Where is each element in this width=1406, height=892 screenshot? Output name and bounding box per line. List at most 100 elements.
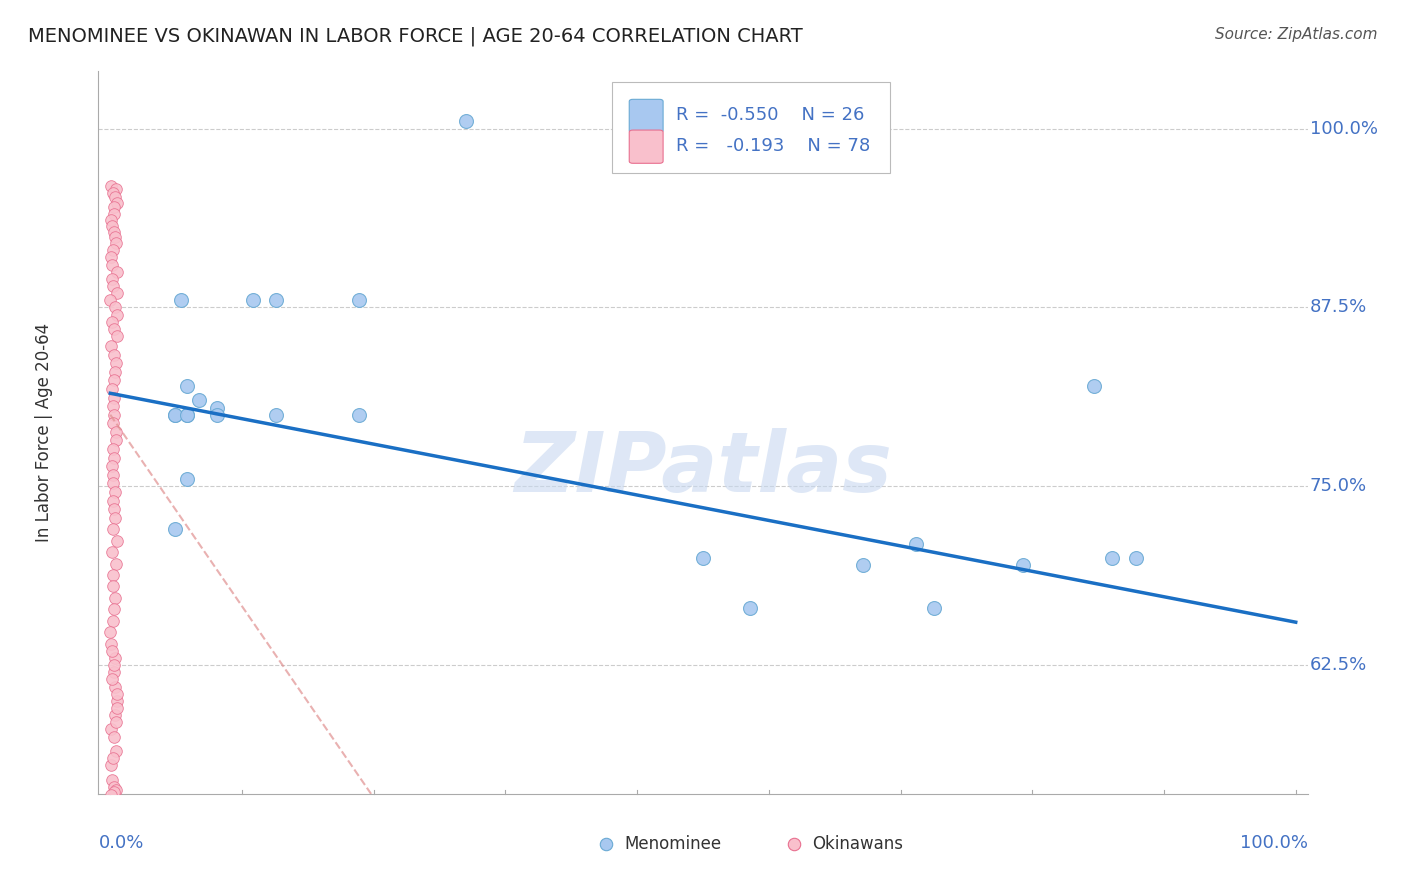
Point	[103, 730, 125, 744]
Point	[105, 744, 128, 758]
FancyBboxPatch shape	[630, 130, 664, 163]
Point	[104, 782, 127, 797]
Point	[103, 568, 125, 582]
Point	[176, 472, 198, 486]
Point	[103, 522, 125, 536]
Point	[100, 178, 122, 193]
Point	[103, 658, 125, 673]
Point	[176, 408, 198, 422]
Point	[100, 382, 122, 396]
Point	[104, 356, 127, 370]
Point	[103, 348, 125, 362]
Point	[176, 379, 198, 393]
Point	[101, 673, 124, 687]
Point	[105, 196, 128, 211]
Point	[104, 190, 127, 204]
Point	[454, 114, 477, 128]
Point	[103, 467, 125, 482]
Point	[100, 758, 122, 772]
Point	[103, 207, 125, 221]
Point	[101, 751, 124, 765]
Point	[101, 219, 124, 233]
Point	[100, 251, 122, 265]
Point	[100, 339, 122, 353]
Point	[104, 651, 127, 665]
Point	[101, 272, 124, 286]
Text: 0.0%: 0.0%	[98, 834, 143, 852]
Text: 87.5%: 87.5%	[1310, 299, 1367, 317]
Point	[101, 772, 124, 787]
Point	[104, 182, 127, 196]
Point	[100, 213, 122, 227]
Point	[101, 459, 124, 474]
Text: 100.0%: 100.0%	[1240, 834, 1308, 852]
Point	[103, 579, 125, 593]
Point	[242, 293, 264, 308]
Point	[1012, 558, 1035, 572]
Text: Menominee: Menominee	[624, 836, 721, 854]
Point	[105, 265, 128, 279]
Point	[101, 476, 124, 491]
Point	[1083, 379, 1105, 393]
Point	[101, 417, 124, 431]
Point	[103, 322, 125, 336]
Point	[103, 785, 125, 799]
Point	[103, 780, 125, 794]
Point	[103, 602, 125, 616]
Point	[101, 399, 124, 413]
Text: 62.5%: 62.5%	[1310, 657, 1367, 674]
Point	[692, 550, 714, 565]
Point	[347, 408, 370, 422]
Point	[101, 644, 124, 658]
Point	[105, 701, 128, 715]
Point	[103, 279, 125, 293]
Point	[105, 286, 128, 301]
Text: Okinawans: Okinawans	[811, 836, 903, 854]
Point	[104, 557, 127, 571]
Point	[100, 637, 122, 651]
Text: R =  -0.550    N = 26: R = -0.550 N = 26	[676, 106, 865, 124]
Point	[165, 408, 187, 422]
Point	[105, 687, 128, 701]
Point	[105, 329, 128, 343]
Point	[104, 235, 127, 250]
Point	[905, 536, 928, 550]
Point	[103, 200, 125, 214]
Point	[104, 708, 127, 723]
Point	[103, 301, 125, 315]
Point	[740, 600, 762, 615]
Point	[205, 401, 228, 415]
Point	[101, 442, 124, 456]
Point	[105, 533, 128, 548]
Point	[103, 391, 125, 405]
Point	[176, 408, 198, 422]
Point	[170, 293, 193, 308]
Point	[101, 315, 124, 329]
Point	[105, 308, 128, 322]
Text: 75.0%: 75.0%	[1310, 477, 1367, 495]
Text: 100.0%: 100.0%	[1310, 120, 1378, 137]
Point	[103, 665, 125, 680]
Point	[105, 715, 128, 730]
Point	[101, 258, 124, 272]
Point	[103, 373, 125, 387]
Point	[100, 723, 122, 737]
Point	[103, 614, 125, 628]
Point	[347, 293, 370, 308]
Point	[922, 600, 945, 615]
Point	[105, 694, 128, 708]
Point	[1101, 550, 1123, 565]
Point	[103, 450, 125, 465]
Point	[100, 789, 122, 803]
Point	[104, 591, 127, 605]
Point	[100, 545, 122, 559]
FancyBboxPatch shape	[613, 82, 890, 172]
Point	[205, 408, 228, 422]
Text: MENOMINEE VS OKINAWAN IN LABOR FORCE | AGE 20-64 CORRELATION CHART: MENOMINEE VS OKINAWAN IN LABOR FORCE | A…	[28, 27, 803, 46]
Text: In Labor Force | Age 20-64: In Labor Force | Age 20-64	[35, 323, 53, 542]
Point	[852, 558, 875, 572]
Point	[264, 408, 287, 422]
Point	[104, 230, 127, 244]
Text: ZIPatlas: ZIPatlas	[515, 428, 891, 509]
Point	[101, 243, 124, 257]
